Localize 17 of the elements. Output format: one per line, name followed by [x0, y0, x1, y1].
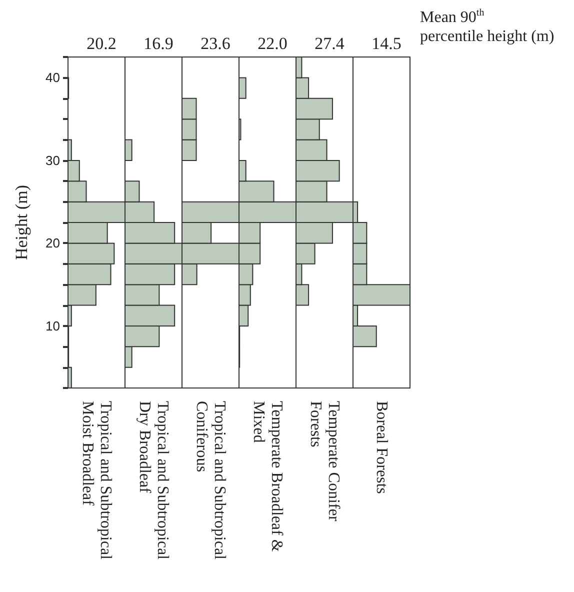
text: Tropical and Subtropical Dry Broadleaf: [136, 401, 171, 560]
text: Boreal Forests: [373, 401, 390, 494]
text: Tropical and Subtropical Coniferous: [193, 401, 228, 560]
chart-title: 27.4: [314, 34, 345, 53]
chart-title: 22.0: [258, 34, 288, 53]
text: Tropical and Subtropical Moist Broadleaf: [79, 401, 114, 560]
chart-title: 23.6: [200, 34, 230, 53]
chart-title: 20.2: [86, 34, 116, 53]
y-tick-label: 30: [46, 152, 60, 168]
text: Temperate Broadleaf & Mixed: [250, 401, 285, 552]
y-tick-label: 40: [46, 70, 60, 86]
y-tick-label: 20: [46, 236, 60, 251]
chart-title: 16.9: [144, 34, 174, 53]
text: Temperate Conifer Forests: [307, 401, 342, 522]
y-tick-label: 10: [46, 318, 60, 334]
chart-title: 14.5: [372, 34, 402, 53]
y-axis-title: Height (m): [12, 184, 31, 260]
